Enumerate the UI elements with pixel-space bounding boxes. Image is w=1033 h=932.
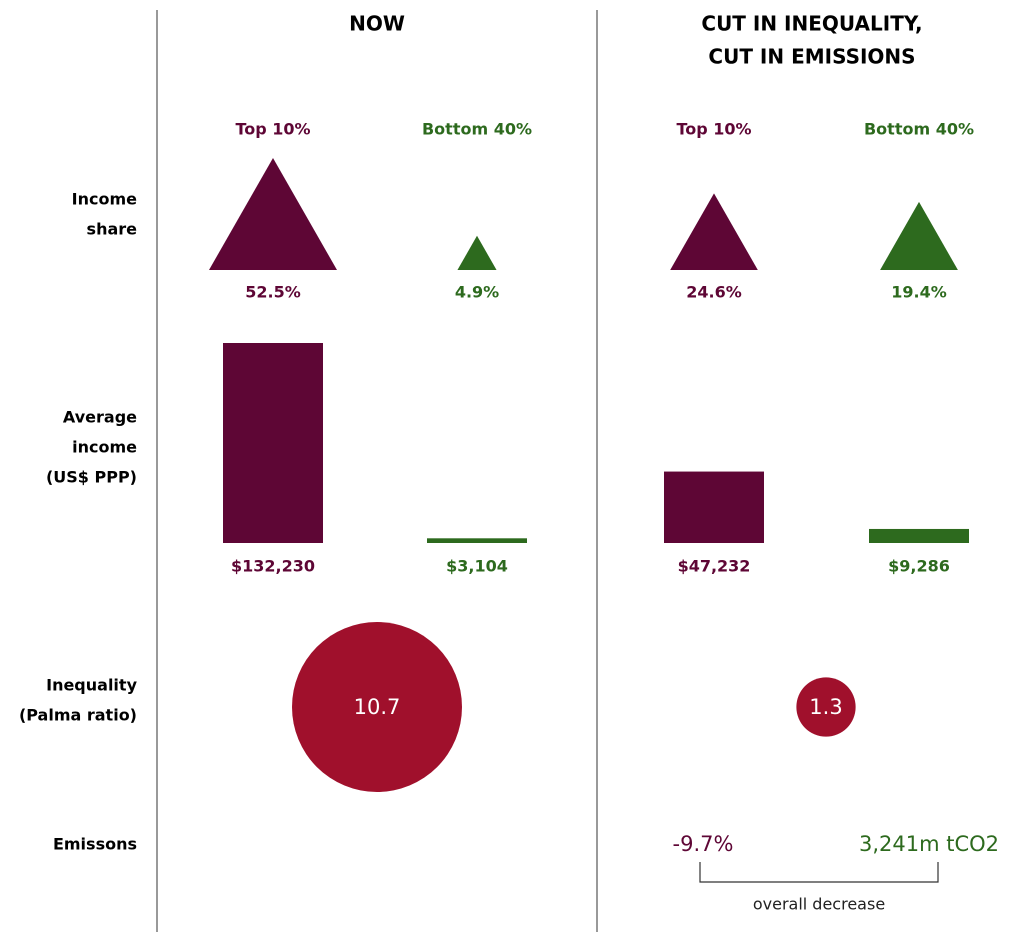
circle [796, 677, 856, 737]
bracket [699, 862, 939, 883]
emissions-change: -9.7% [673, 832, 734, 856]
row-label: (Palma ratio) [19, 706, 137, 725]
row-label: Inequality [46, 676, 137, 695]
group-label: Bottom 40% [422, 120, 532, 139]
row-label: (US$ PPP) [46, 468, 137, 487]
bar [664, 471, 764, 543]
circle-label: 10.7 [354, 695, 401, 719]
bar [869, 528, 969, 543]
column-header: NOW [349, 12, 405, 36]
value-label: $47,232 [678, 557, 751, 576]
value-label: $3,104 [446, 557, 508, 576]
circle-label: 1.3 [809, 695, 842, 719]
row-label: Emissons [53, 835, 137, 854]
row-label: Average [63, 408, 137, 427]
group-label: Top 10% [235, 120, 310, 139]
circle [292, 622, 462, 792]
bar [427, 538, 527, 543]
value-label: 52.5% [245, 283, 301, 302]
column-header: CUT IN EMISSIONS [708, 45, 915, 69]
bar [223, 343, 323, 543]
triangle [880, 201, 958, 270]
emissions-note: overall decrease [753, 895, 885, 914]
value-label: 24.6% [686, 283, 742, 302]
row-label: Income [72, 190, 137, 209]
row-label: income [72, 438, 137, 457]
group-label: Top 10% [676, 120, 751, 139]
group-label: Bottom 40% [864, 120, 974, 139]
value-label: $9,286 [888, 557, 950, 576]
triangle [670, 193, 758, 270]
value-label: 4.9% [455, 283, 499, 302]
row-label: share [87, 220, 138, 239]
value-label: 19.4% [891, 283, 947, 302]
emissions-total: 3,241m tCO2 [859, 832, 999, 856]
value-label: $132,230 [231, 557, 315, 576]
column-header: CUT IN INEQUALITY, [701, 12, 922, 36]
triangle [457, 235, 497, 270]
triangle [209, 158, 337, 270]
